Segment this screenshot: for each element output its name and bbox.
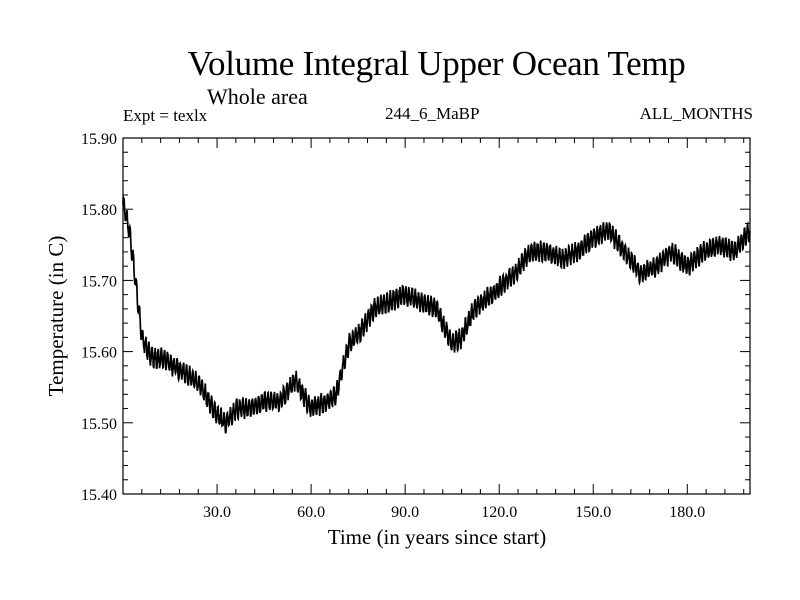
- x-tick-label: 90.0: [391, 504, 419, 521]
- y-tick-label: 15.40: [81, 487, 117, 504]
- plot-frame: [122, 137, 751, 495]
- y-tick-label: 15.50: [81, 416, 117, 433]
- axis-ticks: [123, 138, 750, 494]
- x-tick-label: 120.0: [481, 504, 517, 521]
- months-label: ALL_MONTHS: [639, 104, 753, 123]
- series-line: [122, 196, 751, 434]
- y-axis-label: Temperature (in C): [44, 236, 68, 397]
- x-tick-label: 30.0: [203, 504, 231, 521]
- experiment-label: Expt = texlx: [123, 106, 208, 125]
- y-tick-label: 15.70: [81, 273, 117, 290]
- x-tick-label: 150.0: [575, 504, 611, 521]
- y-tick-label: 15.60: [81, 345, 117, 362]
- run-label: 244_6_MaBP: [385, 104, 480, 123]
- y-tick-label: 15.80: [81, 202, 117, 219]
- y-tick-label: 15.90: [81, 131, 117, 148]
- tick-labels: 30.0 60.0 90.0 120.0 150.0 180.0 15.40 15.50 15.…: [81, 131, 705, 521]
- chart-subtitle: Whole area: [207, 84, 308, 109]
- x-axis-label: Time (in years since start): [328, 525, 547, 549]
- x-tick-label: 60.0: [297, 504, 325, 521]
- chart-title: Volume Integral Upper Ocean Temp: [187, 44, 686, 83]
- x-tick-label: 180.0: [669, 504, 705, 521]
